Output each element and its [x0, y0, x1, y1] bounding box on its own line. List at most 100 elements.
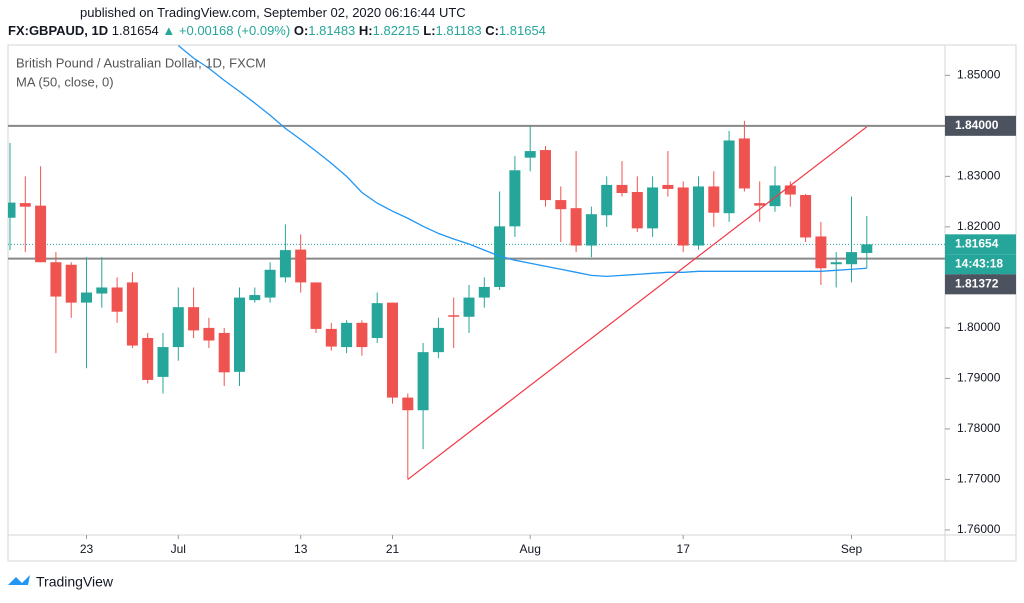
candle-body — [540, 150, 551, 201]
candle-body — [279, 250, 291, 278]
candle-body — [708, 186, 720, 213]
published-note: published on TradingView.com, September … — [80, 5, 466, 20]
candle-body — [800, 195, 812, 238]
candle-body — [188, 307, 200, 331]
last-price-label: 1.81654 — [955, 237, 999, 251]
y-tick-label: 1.78000 — [957, 421, 1001, 435]
c-value: 1.81654 — [498, 23, 546, 38]
candle-body — [65, 264, 77, 303]
logo — [8, 575, 30, 585]
x-tick-label: Sep — [841, 542, 863, 556]
candle-body — [448, 315, 460, 317]
ohlc-header: FX:GBPAUD, 1D 1.81654 ▲ +0.00168 (+0.09%… — [8, 23, 546, 38]
l-value: 1.81183 — [435, 23, 482, 38]
x-tick-label: Jul — [171, 542, 186, 556]
candle-body — [387, 302, 398, 398]
candle-body — [234, 297, 245, 372]
candle-body — [677, 187, 689, 246]
o-value: 1.81483 — [308, 23, 356, 38]
x-tick-label: Aug — [520, 542, 541, 556]
candle-body — [402, 397, 414, 411]
h-value: 1.82215 — [372, 23, 420, 38]
y-tick-label: 1.79000 — [957, 371, 1001, 385]
price-line-label: 1.81372 — [955, 277, 999, 291]
candle-body — [126, 282, 138, 346]
candle-body — [310, 282, 322, 329]
brand: TradingView — [36, 574, 114, 590]
price-line-label: 1.84000 — [955, 118, 999, 132]
candle-body — [432, 327, 444, 353]
x-tick-label: 17 — [677, 542, 691, 556]
candle-body — [463, 297, 475, 317]
change: ▲ +0.00168 (+0.09%) — [162, 23, 291, 38]
candle-body — [555, 200, 567, 210]
h-label: H: — [358, 23, 373, 38]
candle-body — [647, 187, 659, 229]
candle-body — [478, 286, 490, 298]
candle-body — [585, 214, 597, 246]
candle-body — [203, 327, 215, 341]
candle-body — [769, 185, 781, 207]
candle-body — [570, 208, 582, 246]
candle-body — [509, 170, 521, 227]
candle-body — [830, 262, 842, 265]
l-label: L: — [423, 23, 436, 38]
y-tick-label: 1.80000 — [957, 320, 1001, 334]
candle-body — [524, 151, 536, 158]
symbol: FX:GBPAUD, 1D — [8, 23, 109, 38]
candle-body — [784, 185, 796, 195]
y-tick-label: 1.76000 — [957, 522, 1001, 536]
candle-body — [631, 192, 643, 229]
plot — [8, 45, 945, 480]
candle-body — [264, 269, 276, 298]
candle-body — [693, 186, 704, 246]
o-label: O: — [293, 23, 309, 38]
price-line-box — [945, 274, 1016, 295]
candle-body — [50, 262, 62, 297]
candle-body — [341, 322, 353, 348]
candle-body — [601, 184, 613, 216]
trendline — [407, 126, 868, 480]
candle-body — [8, 202, 16, 218]
candle-body — [371, 303, 383, 338]
price-line-box — [945, 115, 1016, 136]
candle-body — [662, 184, 674, 189]
chart-title: British Pound / Australian Dollar, 1D, F… — [16, 55, 266, 70]
ma-legend: MA (50, close, 0) — [16, 74, 114, 89]
candle-body — [846, 252, 857, 265]
candle-body — [616, 184, 628, 194]
y-tick-label: 1.85000 — [957, 67, 1001, 81]
candle-body — [172, 307, 184, 348]
candle-body — [861, 244, 873, 253]
last-price-box — [945, 234, 1016, 255]
countdown-box — [945, 254, 1016, 275]
candle-body — [295, 249, 307, 283]
c-label: C: — [485, 23, 499, 38]
candle-body — [249, 295, 261, 301]
y-tick-label: 1.77000 — [957, 472, 1001, 486]
x-tick-label: 21 — [386, 542, 400, 556]
candle-body — [35, 205, 47, 263]
y-tick-label: 1.83000 — [957, 169, 1001, 183]
candle-body — [96, 287, 108, 294]
candle-body — [356, 322, 368, 348]
y-tick-label: 1.82000 — [957, 219, 1001, 233]
x-tick-label: 23 — [80, 542, 94, 556]
candle-body — [417, 352, 429, 411]
last: 1.81654 — [111, 23, 159, 38]
candle-body — [738, 138, 750, 189]
candle-body — [218, 332, 230, 373]
x-tick-label: 13 — [294, 542, 308, 556]
ma-line — [177, 45, 867, 278]
candle-body — [111, 287, 123, 312]
candle-body — [723, 140, 735, 214]
chart-frame — [7, 44, 1017, 562]
candle-body — [325, 328, 337, 347]
candle-body — [815, 236, 827, 269]
countdown: 14:43:18 — [955, 257, 1003, 271]
candle-body — [754, 203, 766, 206]
candle-body — [142, 337, 154, 380]
candle-body — [19, 203, 31, 207]
